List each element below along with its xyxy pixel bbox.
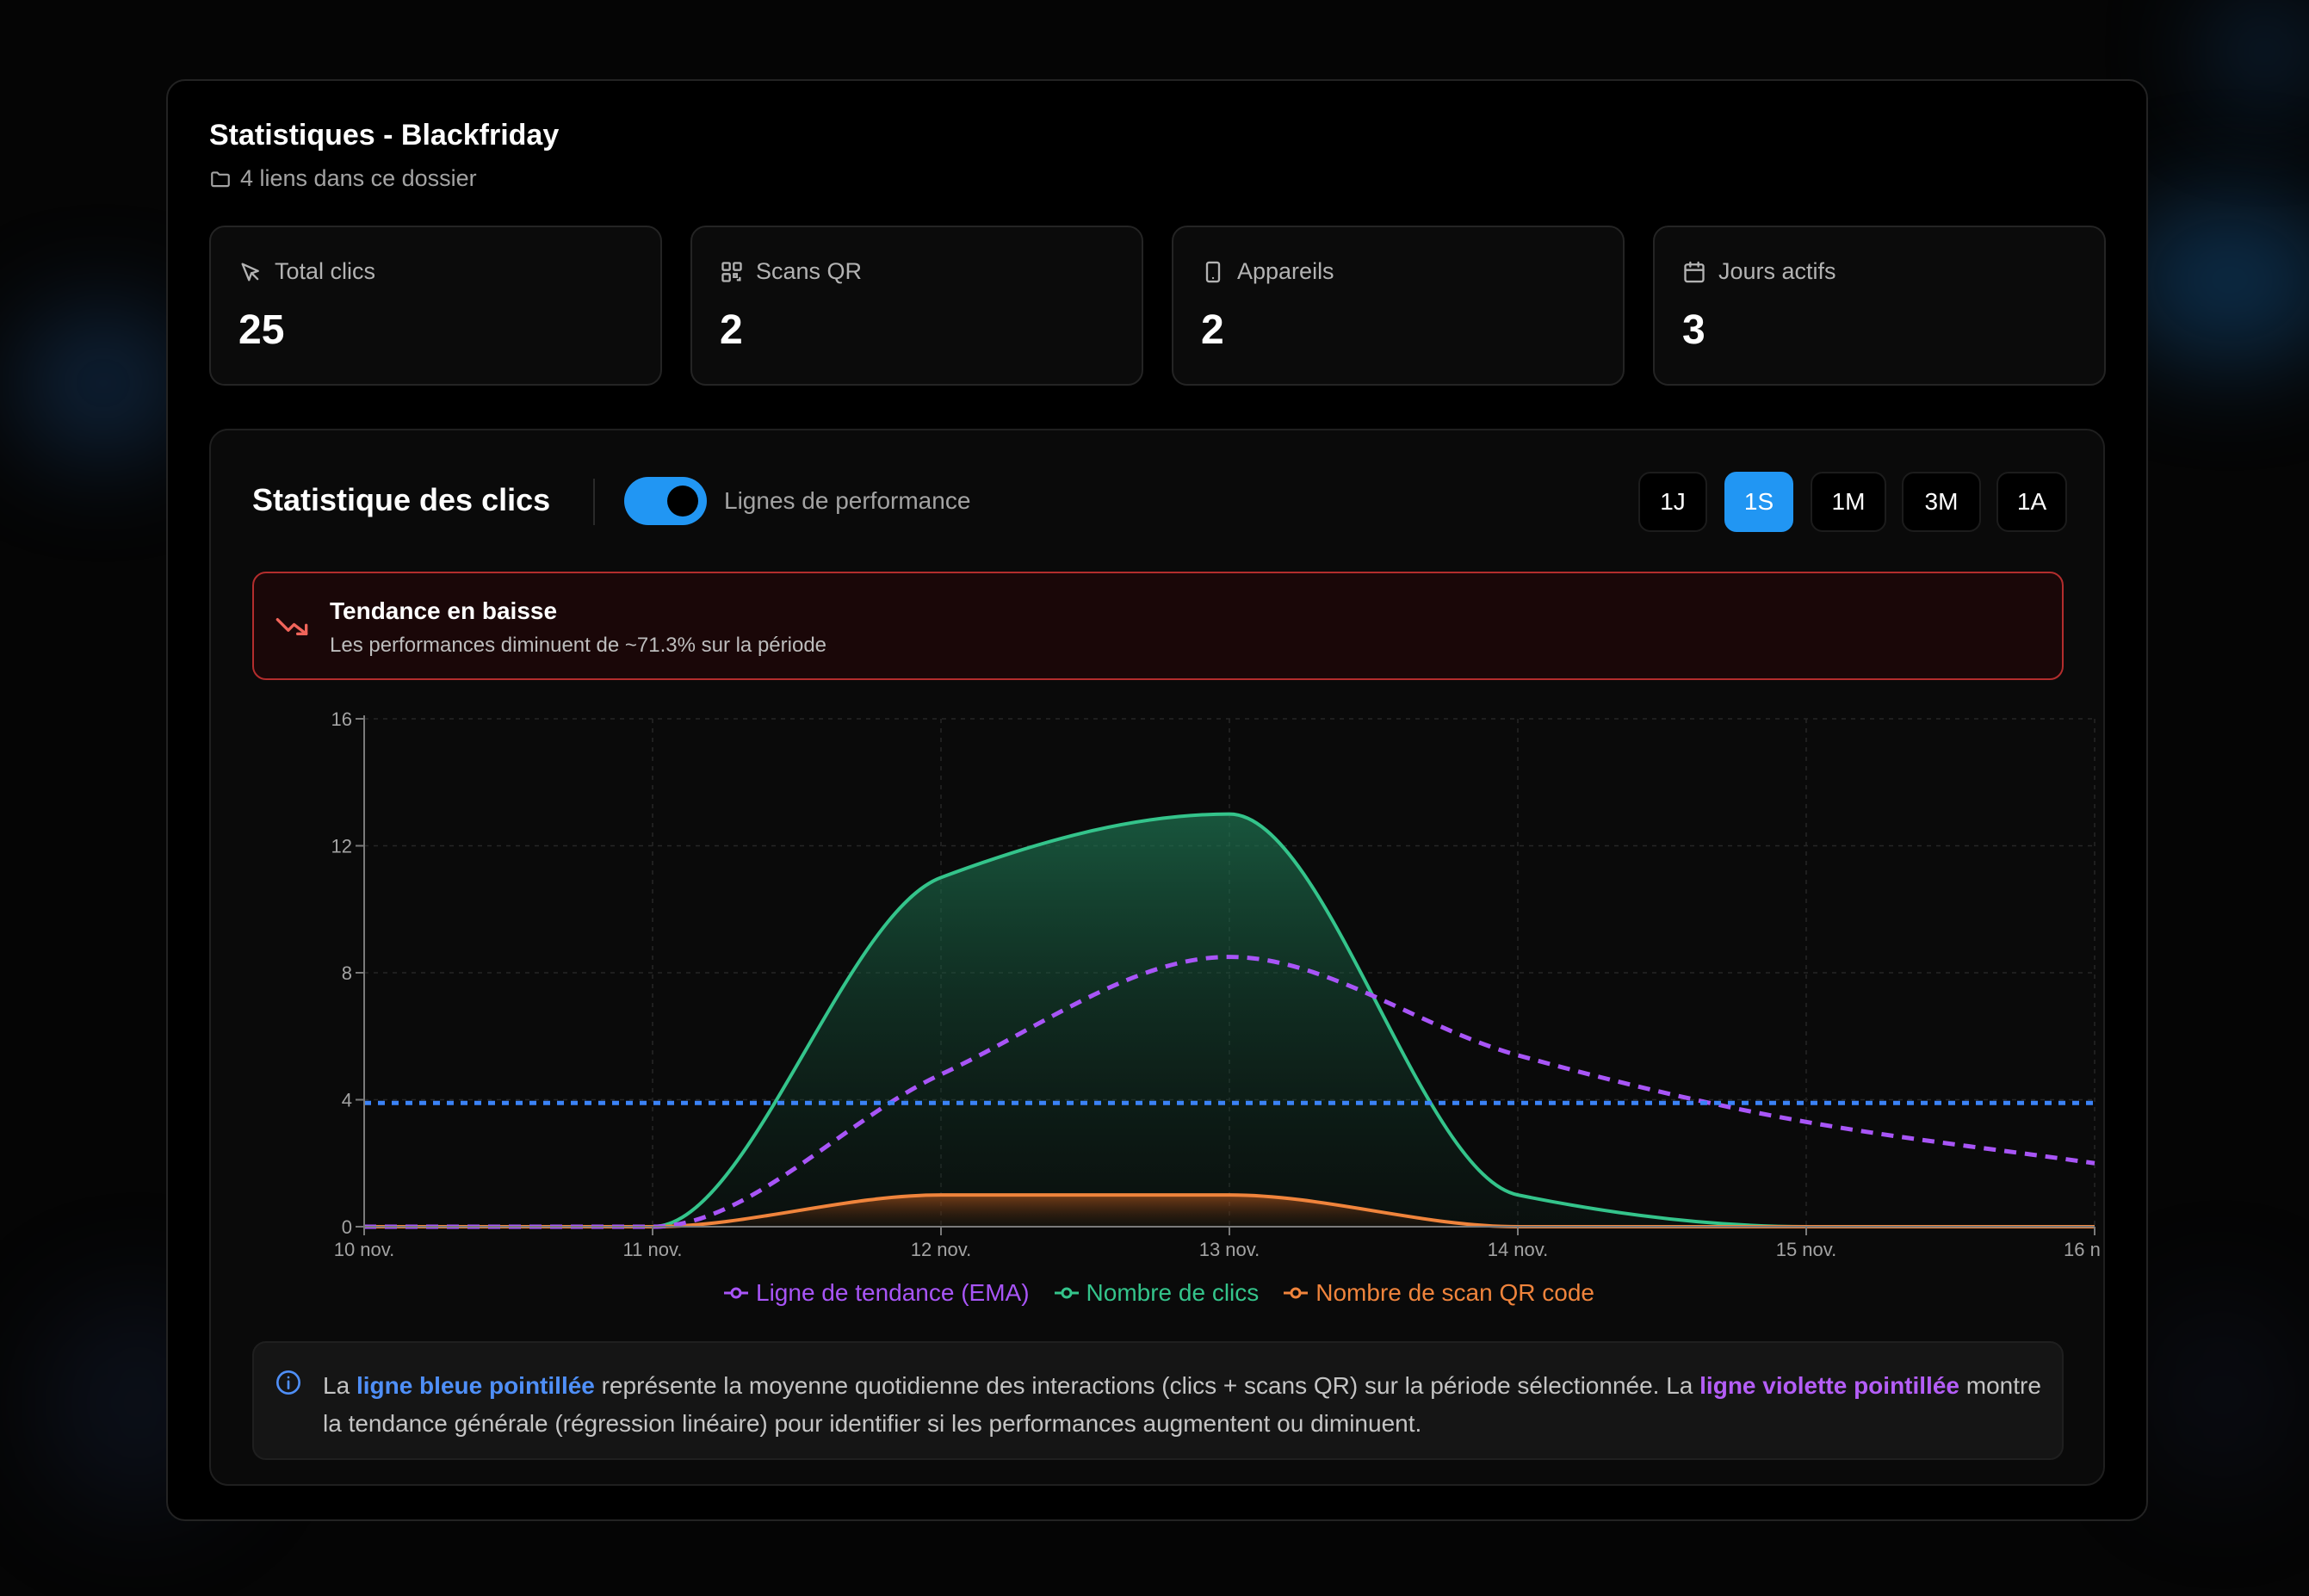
- range-button-1j[interactable]: 1J: [1638, 472, 1707, 532]
- y-tick-label: 16: [331, 708, 352, 730]
- y-tick-label: 12: [331, 836, 352, 857]
- x-tick-label: 13 nov.: [1199, 1239, 1260, 1260]
- legend-label: Nombre de scan QR code: [1315, 1279, 1594, 1306]
- trending-down-icon: [275, 618, 308, 635]
- range-button-1s[interactable]: 1S: [1724, 472, 1793, 532]
- legend-marker-icon: [724, 1287, 748, 1299]
- legend-marker-icon: [1284, 1287, 1309, 1299]
- legend-item-ema[interactable]: Ligne de tendance (EMA): [723, 1279, 1030, 1307]
- stat-card-devices: Appareils 2: [1172, 226, 1625, 386]
- stat-label: Total clics: [275, 258, 376, 284]
- stat-value: 2: [1201, 307, 1224, 353]
- chart-legend: Ligne de tendance (EMA) Nombre de clics …: [211, 1279, 2107, 1307]
- legend-item-qr-scans[interactable]: Nombre de scan QR code: [1283, 1279, 1594, 1307]
- range-button-1m[interactable]: 1M: [1811, 472, 1886, 532]
- folder-icon: [211, 170, 230, 187]
- x-tick-label: 14 nov.: [1488, 1239, 1549, 1260]
- alert-title: Tendance en baisse: [330, 597, 558, 624]
- chart-card: Statistique des clics Lignes de performa…: [209, 429, 2105, 1486]
- x-tick-label: 16 n: [2064, 1239, 2101, 1260]
- chart-title: Statistique des clics: [252, 482, 551, 517]
- x-tick-label: 12 nov.: [911, 1239, 972, 1260]
- series-line-ligne-de-tendance-ema: [363, 955, 2095, 1229]
- toggle-knob: [667, 486, 698, 517]
- legend-item-clicks[interactable]: Nombre de clics: [1054, 1279, 1260, 1307]
- highlight-blue: ligne bleue pointillée: [356, 1372, 595, 1399]
- legend-marker-icon: [1054, 1287, 1079, 1299]
- smartphone-icon: [1205, 261, 1221, 282]
- y-tick-label: 0: [342, 1216, 352, 1238]
- stat-card-total-clicks: Total clics 25: [209, 226, 662, 386]
- trend-alert: Tendance en baisse Les performances dimi…: [252, 572, 2064, 680]
- alert-text: Les performances diminuent de ~71.3% sur…: [330, 634, 827, 657]
- stat-value: 25: [238, 307, 285, 353]
- series-area-nombre-de-scan-qr-code: [364, 1195, 2095, 1227]
- x-tick-label: 15 nov.: [1776, 1239, 1837, 1260]
- toggle-label: Lignes de performance: [724, 487, 971, 514]
- x-tick-label: 10 nov.: [334, 1239, 395, 1260]
- stat-value: 2: [720, 307, 743, 353]
- info-text: La ligne bleue pointillée représente la …: [323, 1372, 2041, 1437]
- stats-panel: Statistiques - Blackfriday 4 liens dans …: [166, 79, 2148, 1521]
- calendar-icon: [1684, 261, 1705, 282]
- info-box: La ligne bleue pointillée représente la …: [252, 1341, 2064, 1460]
- folder-subtitle: 4 liens dans ce dossier: [209, 165, 477, 192]
- stat-label: Appareils: [1237, 258, 1334, 284]
- y-tick-label: 4: [342, 1090, 352, 1111]
- stat-value: 3: [1682, 307, 1705, 353]
- series-area-nombre-de-clics: [364, 813, 2095, 1227]
- stat-label: Jours actifs: [1718, 258, 1836, 284]
- qr-code-icon: [721, 261, 742, 282]
- stat-card-active-days: Jours actifs 3: [1653, 226, 2106, 386]
- cursor-icon: [241, 263, 259, 281]
- info-icon: [276, 1370, 300, 1395]
- stat-label: Scans QR: [756, 258, 863, 284]
- subtitle-text: 4 liens dans ce dossier: [240, 165, 477, 191]
- performance-lines-toggle[interactable]: [624, 477, 707, 525]
- y-tick-label: 8: [342, 962, 352, 984]
- legend-label: Ligne de tendance (EMA): [756, 1279, 1030, 1306]
- legend-label: Nombre de clics: [1086, 1279, 1260, 1306]
- range-button-3m[interactable]: 3M: [1902, 472, 1981, 532]
- clicks-chart: 0 4 8 12 16 10 nov. 11 nov. 12 nov. 13 nov. 14 no…: [331, 708, 2101, 1260]
- x-tick-label: 11 nov.: [623, 1239, 683, 1260]
- highlight-violet: ligne violette pointillée: [1699, 1372, 1959, 1399]
- page-title: Statistiques - Blackfriday: [209, 119, 560, 152]
- stat-card-qr-scans: Scans QR 2: [690, 226, 1143, 386]
- divider: [593, 479, 595, 525]
- range-button-1a[interactable]: 1A: [1996, 472, 2067, 532]
